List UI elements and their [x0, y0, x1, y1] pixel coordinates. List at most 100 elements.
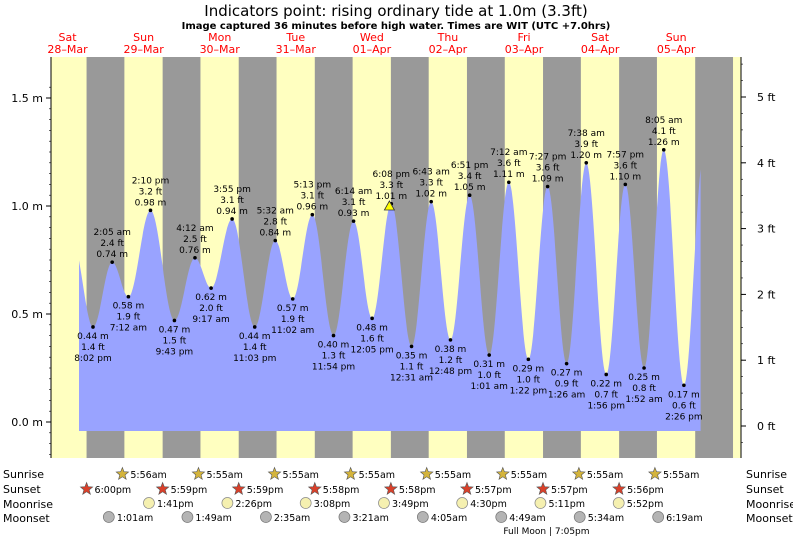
extreme-time: 7:38 am: [568, 129, 605, 139]
sunset-icon: [79, 481, 94, 495]
extreme-metres: 1.09 m: [532, 175, 564, 185]
day-of-week: Mon: [208, 31, 231, 44]
extreme-feet: 2.5 ft: [183, 235, 207, 245]
extreme-point: [172, 318, 177, 323]
extreme-time: 12:31 am: [390, 373, 433, 383]
extreme-point: [507, 180, 511, 185]
extreme-point: [526, 357, 531, 362]
high-tide-marker: 5:13 pm3.1 ft0.96 m: [294, 181, 331, 217]
sunrise-icon: [648, 466, 662, 480]
high-tide-marker: 6:51 pm3.4 ft1.05 m: [451, 161, 488, 197]
sunrise-time: 5:56am: [130, 470, 166, 481]
right-tick-label: 5 ft: [757, 91, 776, 104]
extreme-time: 7:57 pm: [607, 150, 645, 160]
extreme-time: 2:05 am: [94, 228, 131, 238]
moonset-time: 2:35am: [274, 513, 310, 524]
extreme-feet: 3.6 ft: [497, 159, 521, 169]
moonrise-icon: [221, 497, 234, 509]
extreme-metres: 1.02 m: [415, 190, 447, 200]
extreme-time: 9:17 am: [192, 315, 229, 325]
extreme-metres: 0.58 m: [113, 302, 145, 312]
day-of-week: Tue: [285, 31, 305, 44]
chart-subtitle: Image captured 36 minutes before high wa…: [182, 21, 611, 32]
extreme-metres: 1.10 m: [609, 172, 641, 182]
moonset-icon: [260, 511, 272, 523]
low-tide-marker: 0.47 m1.5 ft9:43 pm: [156, 318, 193, 357]
extreme-point: [252, 325, 257, 329]
high-tide-marker: 7:38 am3.9 ft1.20 m: [568, 129, 605, 165]
sunrise-time: 5:55am: [206, 470, 242, 481]
day-date: 02–Apr: [429, 43, 468, 56]
high-tide-marker: 7:27 pm3.6 ft1.09 m: [529, 153, 566, 189]
right-tick-label: 3 ft: [757, 223, 776, 236]
extreme-feet: 1.2 ft: [439, 356, 463, 366]
moonset-time: 5:34am: [588, 513, 624, 524]
extreme-time: 4:12 am: [176, 224, 213, 234]
extreme-point: [467, 193, 472, 197]
extreme-metres: 0.31 m: [473, 360, 505, 370]
extreme-point: [448, 338, 453, 342]
extreme-time: 6:14 am: [335, 187, 372, 197]
moonrise-row-label-left: Moonrise: [3, 498, 53, 511]
day-date: 01–Apr: [353, 43, 392, 56]
extreme-time: 3:55 pm: [213, 185, 251, 195]
sunset-time: 5:57pm: [551, 485, 588, 496]
moonset-icon: [102, 511, 115, 523]
extreme-feet: 3.1 ft: [220, 196, 244, 206]
sunset-time: 5:58pm: [323, 485, 360, 496]
extreme-metres: 0.48 m: [356, 323, 388, 333]
sunrise-time: 5:55am: [435, 470, 471, 481]
sunset-row-label-left: Sunset: [3, 483, 41, 496]
high-tide-marker: 3:55 pm3.1 ft0.94 m: [213, 185, 251, 221]
extreme-labels: 0.44 m1.4 ft8:02 pm2:05 am2.4 ft0.74 m0.…: [74, 116, 702, 422]
extreme-point: [126, 294, 131, 299]
moonrise-icon: [456, 497, 469, 509]
day-date: 03–Apr: [505, 43, 544, 56]
left-tick-label: 0.0 m: [11, 416, 43, 429]
axes: 0.0 m 0.5 m 1.0 m 1.5 m 0 ft 1 ft 2 ft 3 ft 4 ft…: [11, 57, 776, 458]
moonset-icon: [652, 511, 665, 523]
tide-area: [79, 149, 701, 432]
extreme-metres: 1.01 m: [375, 192, 407, 202]
extreme-point: [110, 260, 114, 264]
extreme-metres: 0.38 m: [435, 345, 467, 355]
moonrise-row-label-right: Moonrise: [746, 498, 793, 511]
header: Indicators point: rising ordinary tide a…: [182, 2, 611, 32]
sunrise-row-label-left: Sunrise: [3, 468, 44, 481]
extreme-feet: 1.3 ft: [322, 352, 346, 362]
extreme-time: 6:08 pm: [373, 170, 411, 180]
low-tide-marker: 0.25 m0.8 ft1:52 am: [625, 366, 663, 405]
extreme-feet: 2.4 ft: [100, 239, 124, 249]
high-tide-marker: 2:05 am2.4 ft0.74 m: [94, 228, 131, 264]
moonset-icon: [416, 511, 429, 523]
extreme-time: 1:56 pm: [587, 401, 625, 411]
sunset-icon: [231, 481, 246, 495]
extreme-metres: 0.62 m: [195, 293, 227, 303]
moonrise-time: 3:08pm: [314, 499, 351, 510]
extreme-time: 12:05 pm: [350, 345, 393, 355]
extreme-metres: 0.44 m: [77, 332, 109, 342]
day-of-week: Sat: [591, 31, 610, 44]
extreme-point: [429, 199, 433, 204]
right-tick-label: 1 ft: [757, 354, 776, 367]
sunrise-icon: [267, 466, 282, 480]
left-tick-label: 0.5 m: [11, 308, 43, 321]
extreme-point: [409, 344, 414, 349]
extreme-metres: 0.22 m: [590, 379, 622, 389]
moonrise-icon: [378, 497, 390, 509]
extreme-feet: 1.6 ft: [360, 334, 384, 344]
extreme-time: 11:03 pm: [233, 354, 276, 364]
day-date: 05–Apr: [657, 43, 696, 56]
extreme-feet: 3.2 ft: [139, 187, 163, 197]
extreme-metres: 0.94 m: [216, 207, 248, 217]
sun-moon-table: Sunrise Sunrise Sunset Sunset Moonrise Moonri…: [3, 466, 793, 537]
extreme-feet: 1.1 ft: [400, 362, 424, 372]
extreme-time: 8:05 am: [645, 116, 682, 126]
tide-fill: [79, 149, 701, 432]
extreme-feet: 1.0 ft: [516, 375, 540, 385]
extreme-feet: 3.1 ft: [300, 192, 324, 202]
chart-title: Indicators point: rising ordinary tide a…: [204, 2, 587, 20]
